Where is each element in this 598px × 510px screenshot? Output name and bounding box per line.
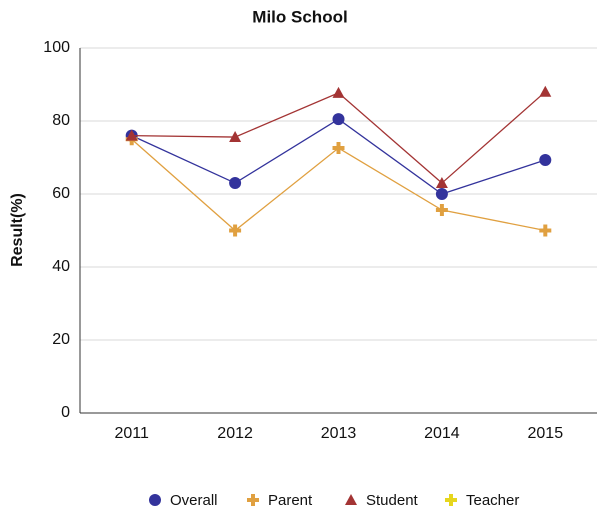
y-tick-label: 80: [52, 112, 70, 129]
data-point: [332, 113, 345, 126]
x-tick-label: 2014: [424, 425, 460, 442]
data-point: [332, 86, 345, 98]
x-tick-label: 2015: [528, 425, 564, 442]
data-point: [229, 177, 242, 190]
y-tick-label: 100: [43, 39, 70, 56]
series-line: [131, 118, 546, 195]
chart-title: Milo School: [252, 7, 347, 26]
data-point: [332, 142, 345, 155]
legend-label: Parent: [268, 492, 313, 509]
x-tick-label: 2011: [114, 425, 149, 442]
x-tick-label: 2012: [217, 425, 253, 442]
y-axis-label: Result(%): [9, 193, 26, 267]
data-point: [539, 154, 552, 167]
legend-marker: [149, 494, 161, 506]
legend-label: Overall: [170, 492, 218, 509]
y-tick-label: 0: [61, 404, 70, 421]
y-tick-label: 60: [52, 185, 70, 202]
data-point: [539, 85, 552, 97]
legend-label: Student: [366, 492, 419, 509]
y-tick-label: 20: [52, 331, 70, 348]
legend-marker: [345, 494, 357, 505]
data-point: [435, 177, 448, 189]
series-line: [131, 91, 546, 184]
y-tick-label: 40: [52, 258, 70, 275]
x-tick-label: 2013: [321, 425, 357, 442]
legend-marker: [445, 494, 457, 506]
data-point: [435, 188, 448, 200]
legend-marker: [247, 494, 259, 506]
legend-label: Teacher: [466, 492, 519, 509]
data-point: [229, 131, 242, 143]
data-point: [435, 204, 448, 217]
data-point: [539, 224, 552, 237]
data-point: [125, 129, 138, 141]
data-point: [229, 224, 242, 237]
